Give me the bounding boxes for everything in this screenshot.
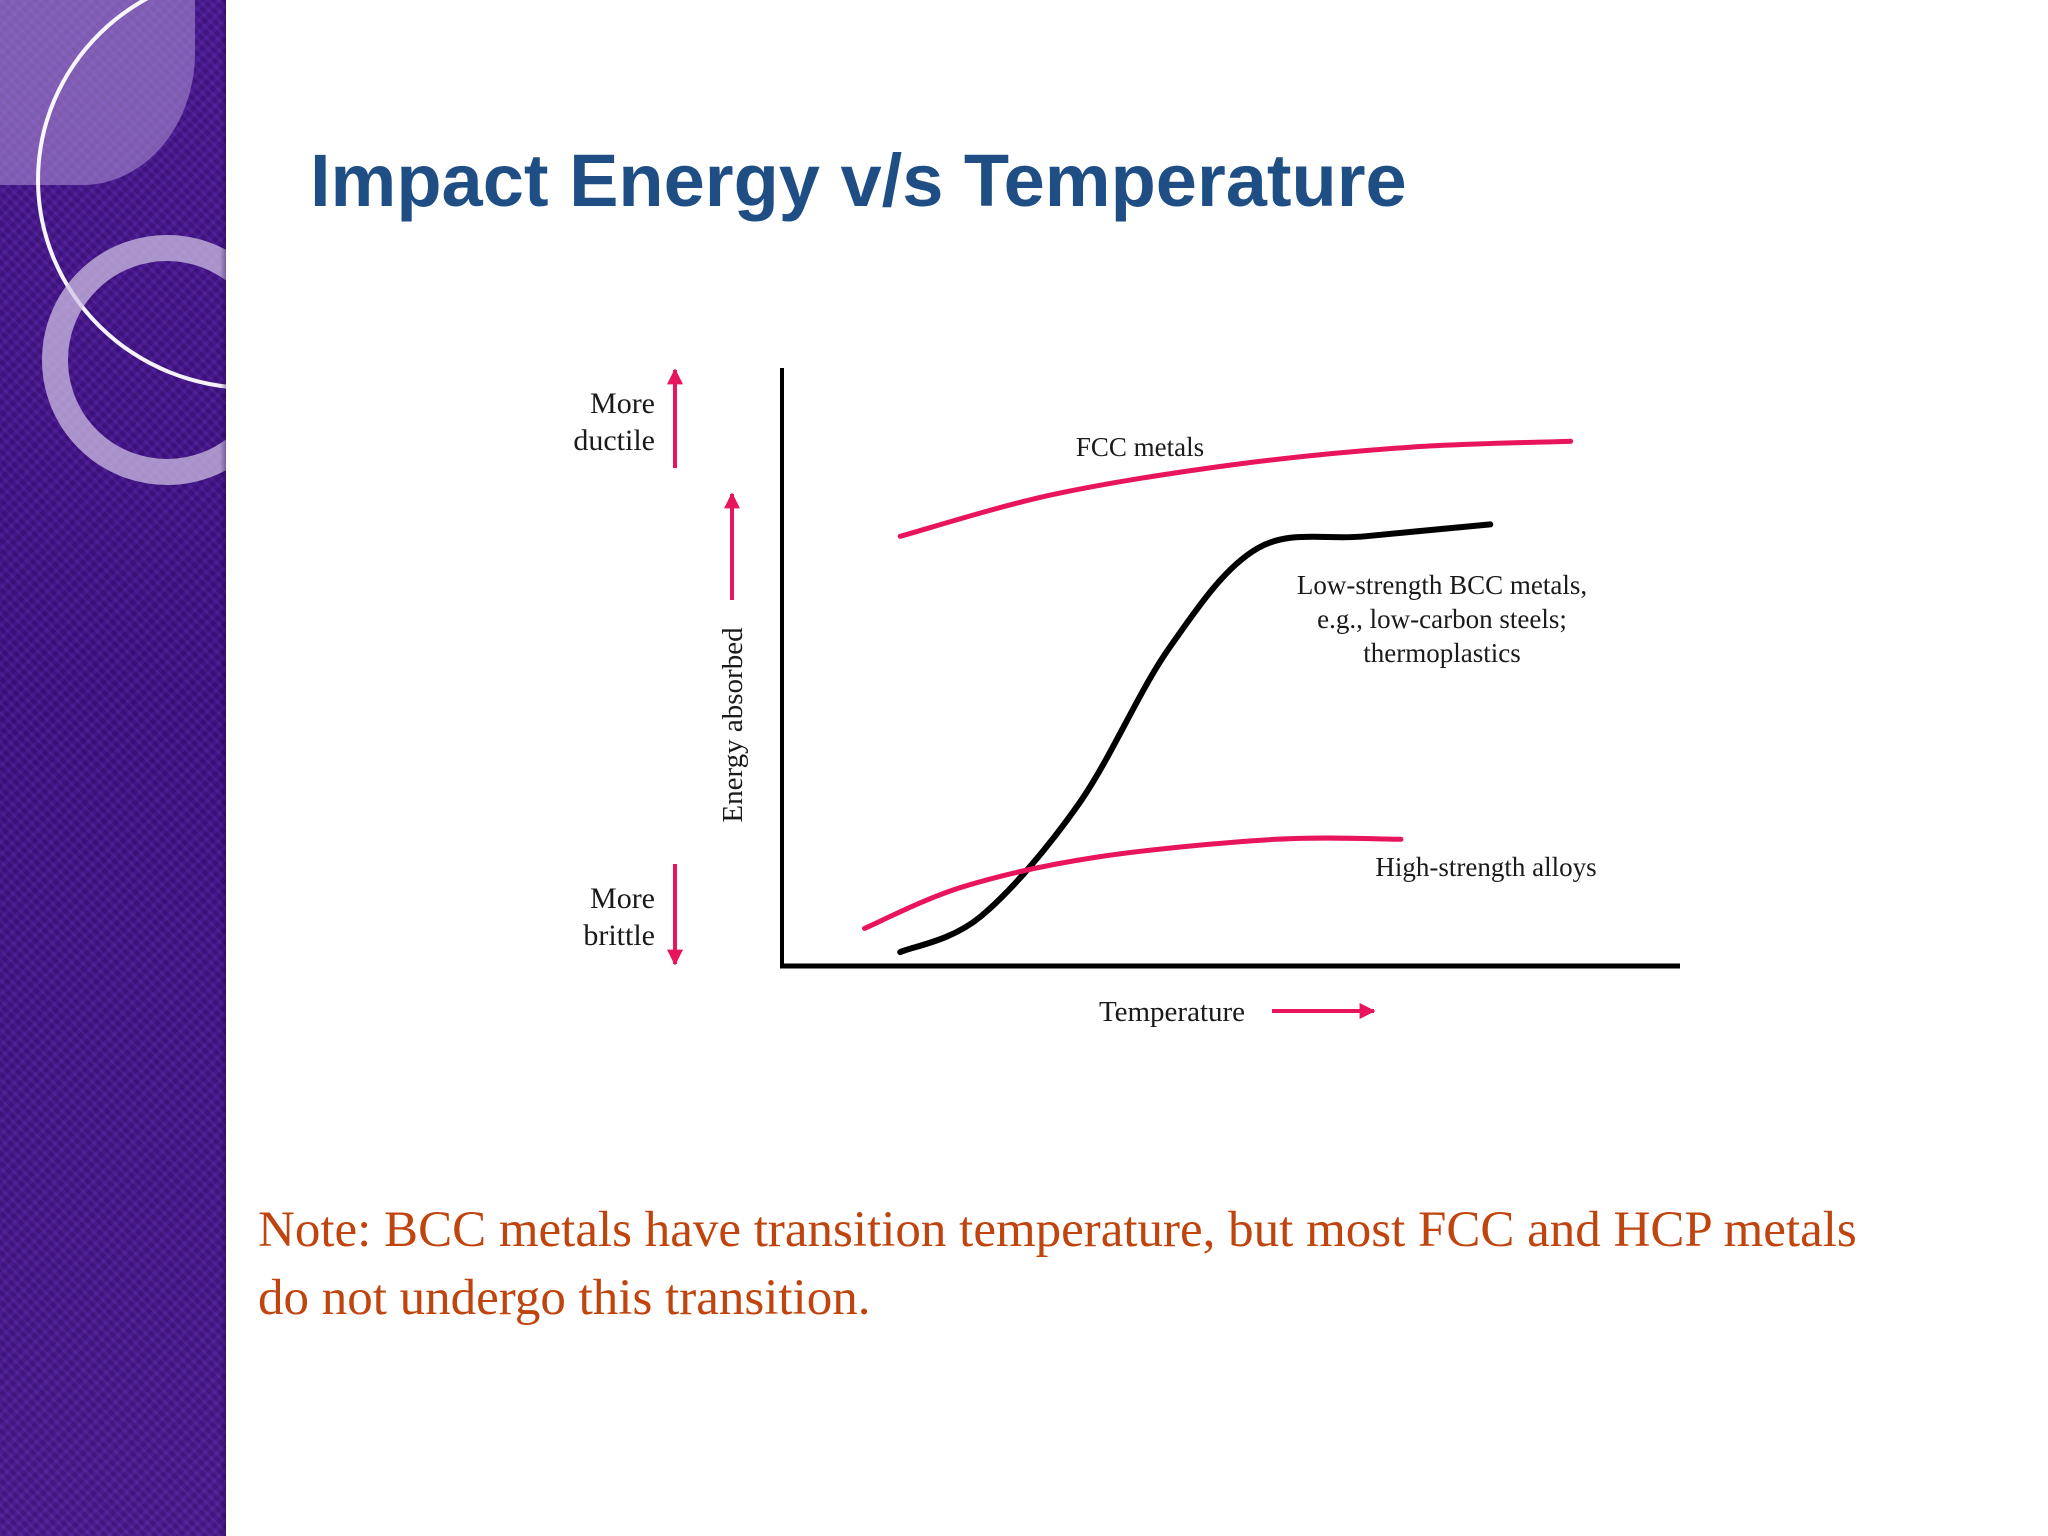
more-brittle-label-2: brittle (583, 919, 655, 952)
series-low-strength-bcc-line (897, 521, 1494, 956)
series-label-bcc-1: Low-strength BCC metals, (1297, 570, 1587, 600)
series-label-high-strength: High-strength alloys (1375, 852, 1596, 882)
more-ductile-label-1: More (590, 387, 655, 420)
more-brittle-label-1: More (590, 882, 655, 915)
slide-title: Impact Energy v/s Temperature (310, 139, 1407, 222)
series-high-strength-alloys-line (862, 835, 1404, 931)
more-ductile-label-2: ductile (573, 424, 655, 457)
slide-note: Note: BCC metals have transition tempera… (258, 1196, 2038, 1332)
series-fcc-metals-line (897, 438, 1574, 539)
series-label-bcc-3: thermoplastics (1363, 638, 1520, 668)
note-line-2: do not undergo this transition. (258, 1270, 871, 1326)
series-label-fcc: FCC metals (1076, 432, 1204, 462)
sidebar-edge (220, 0, 226, 1536)
series-label-bcc-2: e.g., low-carbon steels; (1317, 604, 1567, 634)
note-line-1: Note: BCC metals have transition tempera… (258, 1202, 1857, 1258)
x-axis-label: Temperature (1099, 996, 1245, 1028)
sidebar-decoration (0, 0, 226, 1536)
y-axis-label: Energy absorbed (717, 627, 749, 823)
